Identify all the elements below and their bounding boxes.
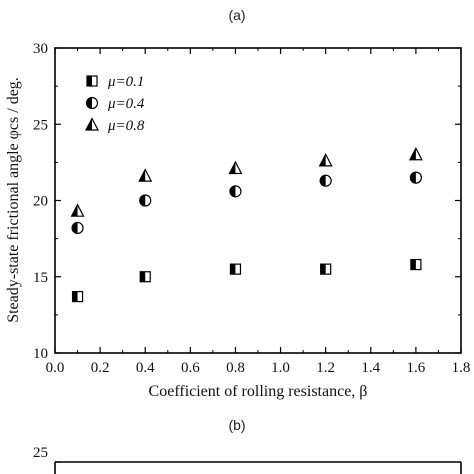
data-point-circle-half <box>229 185 242 198</box>
data-point-square-half <box>139 271 151 283</box>
legend-marker-mu-0-4 <box>85 96 99 110</box>
x-axis-title: Coefficient of rolling resistance, β <box>149 383 368 400</box>
data-point-circle-half <box>139 194 152 207</box>
panel-a-label: (a) <box>228 7 245 23</box>
panel-b-plot: 25 <box>33 445 462 474</box>
legend-marker-mu-0-8 <box>85 117 99 131</box>
data-point-triangle-half <box>318 153 333 167</box>
legend-label-mu-0-8: μ=0.8 <box>107 118 145 134</box>
data-point-square-half <box>410 258 422 271</box>
data-points <box>70 146 423 303</box>
y-tick-label: 10 <box>33 346 48 362</box>
data-point-square-half <box>71 290 84 303</box>
data-point-circle-half <box>319 174 332 187</box>
data-point-triangle-half <box>70 203 85 217</box>
x-tick-label: 1.4 <box>361 360 380 376</box>
legend-label-mu-0-1: μ=0.1 <box>107 74 144 90</box>
panel-a-plot: 0.0 0.2 0.4 0.6 0.8 1.0 1.2 1.4 1.6 1.8 10 15 20 25 3… <box>5 41 470 400</box>
panel-b-label: (b) <box>228 417 245 433</box>
x-tick-label: 0.8 <box>226 360 245 376</box>
y-axis-ticks: 10 15 20 25 30 <box>33 41 461 362</box>
data-point-circle-half <box>71 221 84 235</box>
x-tick-label: 0.2 <box>91 360 110 376</box>
y-tick-label: 25 <box>33 117 48 133</box>
x-tick-label: 1.0 <box>271 360 290 376</box>
panel-b-y-tick-label: 25 <box>33 445 48 461</box>
x-tick-label: 1.8 <box>452 360 471 376</box>
x-tick-label: 0.6 <box>181 360 200 376</box>
data-point-circle-half <box>409 171 422 184</box>
y-axis-title: Steady-state frictional angle φcs / deg. <box>5 77 22 323</box>
data-point-triangle-half <box>408 146 423 161</box>
data-point-triangle-half <box>138 168 153 182</box>
x-tick-label: 1.2 <box>316 360 335 376</box>
x-tick-label: 1.6 <box>407 360 426 376</box>
legend: μ=0.1 μ=0.4 μ=0.8 <box>85 74 145 134</box>
data-point-square-half <box>229 263 242 275</box>
y-tick-label: 15 <box>33 270 48 286</box>
y-tick-label: 30 <box>33 41 48 57</box>
data-point-triangle-half <box>228 160 243 175</box>
legend-marker-mu-0-1 <box>86 75 98 87</box>
x-axis-ticks: 0.0 0.2 0.4 0.6 0.8 1.0 1.2 1.4 1.6 1.8 <box>46 48 471 376</box>
panel-a-frame <box>54 47 462 354</box>
y-tick-label: 20 <box>33 194 48 210</box>
x-tick-label: 0.4 <box>136 360 155 376</box>
data-point-square-half <box>320 263 332 275</box>
legend-label-mu-0-4: μ=0.4 <box>107 96 145 112</box>
x-tick-label: 0.0 <box>46 360 65 376</box>
